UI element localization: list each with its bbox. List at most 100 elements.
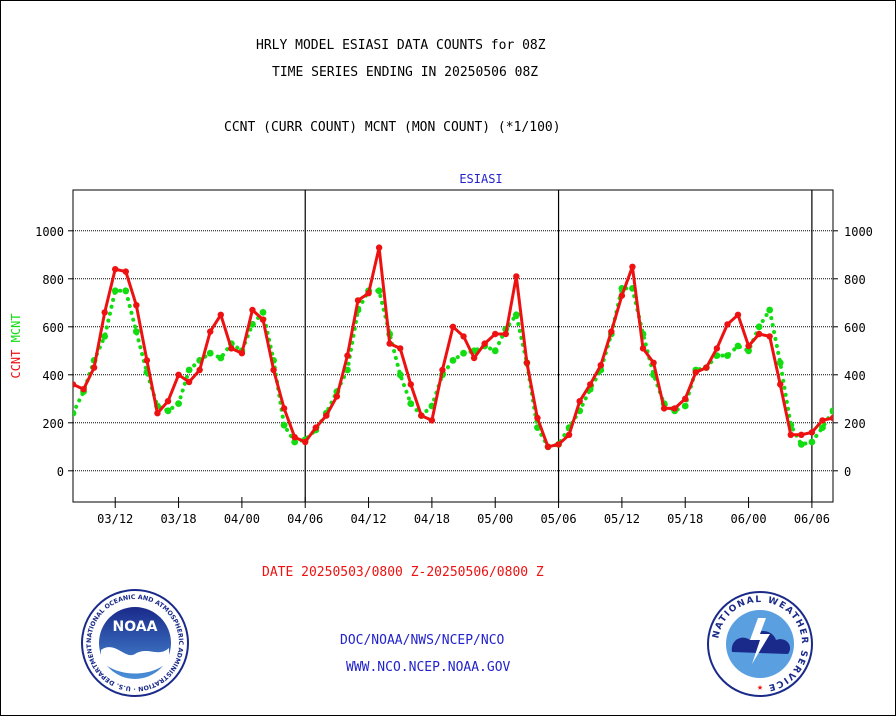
data-point-ccnt [703,364,710,371]
data-point-ccnt [650,359,657,366]
data-point-ccnt [629,263,636,270]
data-point-mcnt [797,441,805,448]
data-point-mcnt [206,349,214,357]
data-point-mcnt [73,409,77,417]
y-tick-label-right: 200 [844,417,866,431]
data-point-ccnt [587,381,594,388]
data-point-ccnt [207,328,214,335]
y-tick-label-left: 0 [57,465,64,479]
data-point-ccnt [333,393,341,400]
data-point-ccnt [185,378,193,386]
url-line: WWW.NCO.NCEP.NOAA.GOV [346,660,511,675]
data-point-ccnt [164,398,172,405]
data-point-mcnt [396,371,404,379]
data-point-ccnt [302,438,309,446]
data-point-ccnt [312,424,319,431]
data-point-mcnt [122,287,130,295]
data-point-mcnt [164,407,172,415]
data-point-ccnt [534,414,541,422]
data-point-mcnt [407,400,415,407]
data-point-mcnt [745,347,752,355]
svg-text:★: ★ [757,682,763,693]
x-tick-label: 06/06 [794,512,830,526]
data-point-mcnt [101,333,109,340]
y-tick-label-left: 400 [42,369,64,383]
data-point-ccnt [122,268,129,275]
data-point-ccnt [808,429,816,436]
x-tick-label: 04/06 [287,512,323,526]
series-group [73,244,833,451]
x-tick-label: 04/12 [350,512,386,526]
data-point-ccnt [777,381,784,388]
chart-title-line1: HRLY MODEL ESIASI DATA COUNTS for 08Z [256,38,546,53]
data-point-mcnt [111,287,119,295]
data-point-ccnt [745,342,752,350]
data-point-ccnt [618,292,626,299]
data-point-ccnt [280,405,288,412]
data-point-mcnt [132,328,140,335]
y-tick-label-right: 400 [844,369,866,383]
data-point-ccnt [259,316,267,323]
chart-subtitle: CCNT (CURR COUNT) MCNT (MON COUNT) (*1/1… [224,120,561,135]
data-point-ccnt [249,306,256,314]
data-point-ccnt [175,371,182,378]
data-point-mcnt [681,402,689,410]
x-tick-label: 05/00 [477,512,513,526]
data-point-mcnt [491,347,499,355]
x-tick-label: 05/12 [604,512,640,526]
y-tick-label-left: 200 [42,417,64,431]
x-tick-label: 04/18 [414,512,450,526]
data-point-ccnt [555,441,562,448]
data-point-ccnt [217,311,224,318]
y-tick-label-right: 0 [844,465,851,479]
data-point-mcnt [724,352,731,359]
data-point-mcnt [808,438,816,446]
data-point-ccnt [439,366,446,374]
data-point-ccnt [270,366,277,374]
data-point-mcnt [280,421,288,429]
data-point-ccnt [460,333,467,340]
data-point-ccnt [354,297,362,304]
data-point-ccnt [481,340,488,347]
data-point-ccnt [523,359,531,366]
y-tick-label-right: 600 [844,321,866,335]
data-point-ccnt [238,350,246,357]
x-tick-label: 06/00 [730,512,766,526]
data-point-mcnt [755,323,763,331]
data-point-ccnt [344,352,351,359]
data-point-mcnt [259,309,267,316]
x-tick-label: 03/18 [160,512,196,526]
date-range-label: DATE 20250503/0800 Z-20250506/0800 Z [262,565,544,580]
data-point-ccnt [365,290,372,297]
data-point-ccnt [682,395,689,402]
data-point-ccnt [407,381,414,388]
y-axis-label: CCNT MCNT [9,313,23,378]
data-point-mcnt [217,354,225,362]
data-point-mcnt [344,366,351,374]
data-point-ccnt [375,244,383,251]
noaa-logo: NATIONAL OCEANIC AND ATMOSPHERIC ADMINIS… [80,588,189,697]
y-tick-label-right: 800 [844,273,866,287]
data-point-mcnt [766,306,774,314]
plot-area-frame [72,189,834,503]
data-point-ccnt [397,345,404,352]
data-point-ccnt [671,405,678,412]
y-tick-label-left: 600 [42,321,64,335]
data-point-ccnt [692,369,699,376]
data-point-ccnt [291,434,298,441]
y-axis-label-mcnt: MCNT [9,313,23,349]
data-point-ccnt [502,330,509,338]
data-point-mcnt [175,400,182,407]
data-point-ccnt [90,364,98,371]
x-tick-label: 04/00 [224,512,260,526]
data-point-ccnt [597,362,604,369]
data-point-ccnt [734,311,742,318]
data-point-mcnt [449,357,457,364]
x-tick-label: 03/12 [97,512,133,526]
data-point-ccnt [143,357,151,364]
data-point-mcnt [291,438,299,446]
plot-title: ESIASI [459,172,502,186]
data-point-ccnt [101,309,108,316]
data-point-ccnt [660,405,668,412]
